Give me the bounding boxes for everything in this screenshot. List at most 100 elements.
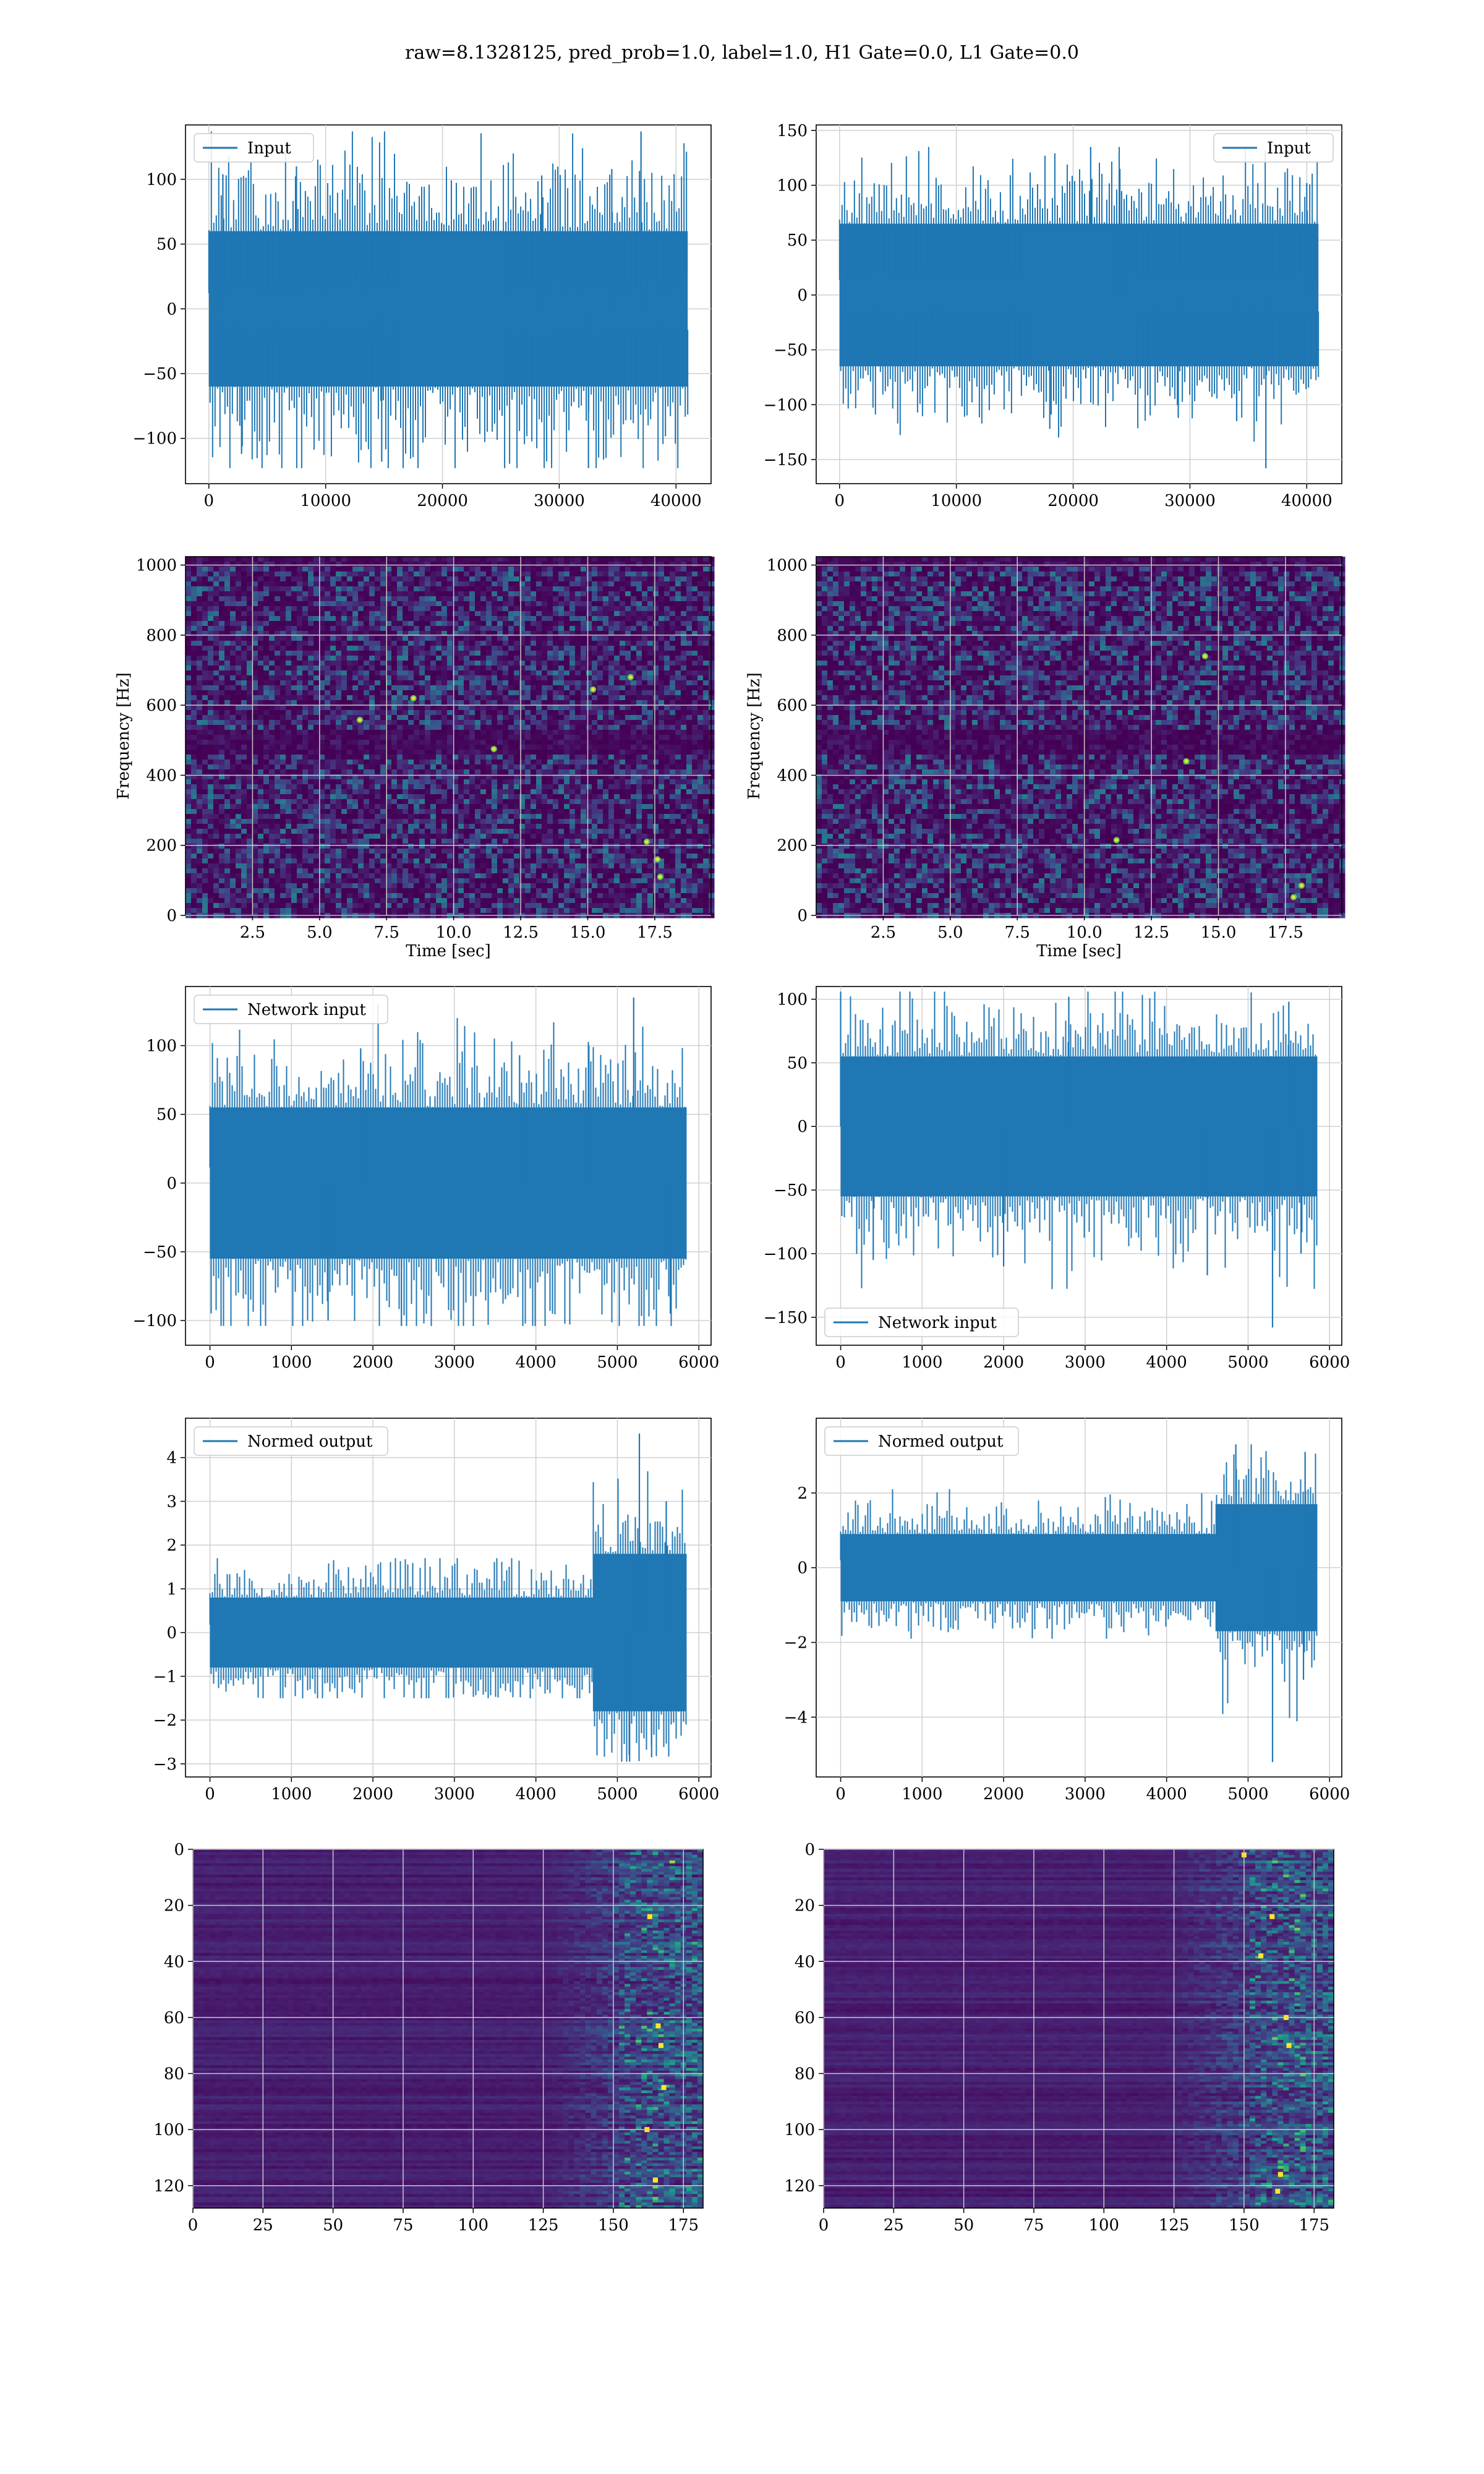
heatmap-cell (202, 666, 208, 671)
heatmap-cell (414, 636, 420, 641)
heatmap-cell (553, 680, 559, 686)
heatmap-cell (659, 670, 665, 676)
heatmap-cell (341, 571, 348, 577)
heatmap-cell (258, 621, 264, 627)
heatmap-cell (275, 586, 281, 592)
heatmap-cell (302, 562, 309, 567)
heatmap-cell (197, 690, 203, 696)
heatmap-cell (230, 710, 236, 716)
heatmap-cell (697, 611, 704, 617)
heatmap-cell (703, 690, 709, 696)
heatmap-cell (703, 576, 709, 582)
heatmap-cell (581, 700, 587, 706)
heatmap-cell (664, 700, 670, 706)
heatmap-cell (575, 601, 581, 607)
heatmap-cell (447, 700, 453, 706)
heatmap-cell (553, 675, 559, 681)
heatmap-cell (230, 636, 236, 641)
heatmap-cell (286, 581, 292, 587)
heatmap-cell (631, 586, 637, 592)
heatmap-cell (369, 705, 375, 711)
heatmap-cell (492, 651, 498, 656)
heatmap-cell (408, 626, 414, 631)
heatmap-cell (597, 695, 603, 701)
heatmap-cell (263, 666, 270, 671)
heatmap-cell (347, 567, 353, 572)
heatmap-cell (608, 557, 615, 562)
heatmap-cell (224, 616, 231, 622)
heatmap-cell (703, 616, 709, 622)
heatmap-cell (297, 557, 303, 562)
heatmap-cell (219, 611, 225, 617)
heatmap-cell (391, 571, 398, 577)
heatmap-cell (659, 695, 665, 701)
heatmap-cell (469, 576, 475, 582)
heatmap-cell (469, 680, 475, 686)
heatmap-cell (369, 675, 375, 681)
heatmap-cell (414, 571, 420, 577)
heatmap-cell (269, 621, 275, 627)
heatmap-cell (419, 611, 425, 617)
heatmap-cell (441, 685, 448, 691)
heatmap-cell (659, 680, 665, 686)
heatmap-cell (447, 581, 453, 587)
heatmap-cell (380, 586, 386, 592)
heatmap-cell (514, 626, 520, 631)
heatmap-cell (636, 562, 642, 567)
heatmap-cell (675, 641, 681, 646)
heatmap-cell (614, 641, 620, 646)
heatmap-cell (686, 611, 693, 617)
heatmap-cell (653, 562, 659, 567)
heatmap-cell (441, 562, 448, 567)
heatmap-cell (636, 710, 642, 716)
heatmap-cell (469, 567, 475, 572)
heatmap-cell (302, 646, 309, 651)
heatmap-cell (508, 641, 514, 646)
heatmap-cell (592, 616, 598, 622)
heatmap-cell (514, 720, 520, 726)
heatmap-cell (631, 680, 637, 686)
heatmap-cell (358, 567, 364, 572)
heatmap-cell (608, 720, 615, 726)
heatmap-cell (247, 670, 253, 676)
heatmap-cell (703, 621, 709, 627)
heatmap-cell (575, 661, 581, 666)
legend-label: Input (1267, 139, 1311, 158)
heatmap-cell (497, 725, 503, 730)
heatmap-cell (447, 705, 453, 711)
heatmap-cell (403, 680, 409, 686)
heatmap-cell (286, 611, 292, 617)
heatmap-cell (375, 576, 381, 582)
heatmap-cell (508, 562, 514, 567)
heatmap-cell (191, 710, 197, 716)
heatmap-cell (352, 576, 359, 582)
heatmap-cell (653, 606, 659, 612)
heatmap-cell (469, 656, 475, 661)
heatmap-cell (458, 611, 464, 617)
heatmap-cell (692, 705, 698, 711)
heatmap-cell (569, 646, 576, 651)
heatmap-cell (614, 680, 620, 686)
heatmap-cell (497, 586, 503, 592)
heatmap-cell (302, 695, 309, 701)
heatmap-cell (414, 601, 420, 607)
heatmap-cell (191, 725, 197, 730)
heatmap-cell (352, 626, 359, 631)
heatmap-cell (514, 611, 520, 617)
heatmap-cell (675, 601, 681, 607)
heatmap-cell (642, 675, 648, 681)
heatmap-cell (414, 666, 420, 671)
heatmap-cell (358, 690, 364, 696)
heatmap-cell (313, 621, 320, 627)
heatmap-cell (564, 661, 570, 666)
heatmap-cell (269, 725, 275, 730)
heatmap-cell (247, 651, 253, 656)
heatmap-cell (659, 675, 665, 681)
heatmap-cell (608, 586, 615, 592)
heatmap-cell (631, 626, 637, 631)
heatmap-cell (486, 651, 492, 656)
heatmap-cell (536, 567, 542, 572)
heatmap-cell (291, 576, 297, 582)
heatmap-cell (475, 675, 481, 681)
heatmap-cell (208, 611, 214, 617)
